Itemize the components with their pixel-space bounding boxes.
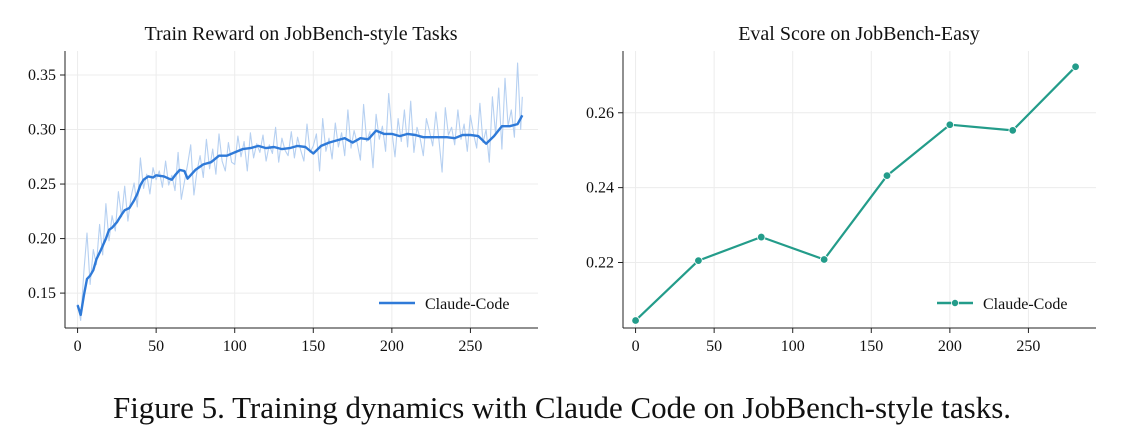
eval-score-series bbox=[631, 62, 1080, 325]
eval-score-point bbox=[631, 316, 640, 325]
train-reward-panel: Train Reward on JobBench-style Tasks 0 50… bbox=[28, 23, 538, 355]
x-tick-label: 100 bbox=[781, 338, 805, 355]
eval-score-point bbox=[1008, 126, 1017, 135]
y-tick-label: 0.24 bbox=[586, 180, 614, 197]
train-reward-legend-label: Claude-Code bbox=[425, 296, 509, 313]
eval-score-point bbox=[882, 171, 892, 180]
x-tick-label: 200 bbox=[380, 338, 404, 355]
train-reward-raw-series bbox=[77, 62, 523, 321]
train-reward-legend: Claude-Code bbox=[379, 296, 509, 313]
eval-score-point bbox=[945, 120, 955, 129]
y-tick-label: 0.20 bbox=[28, 231, 56, 248]
eval-score-axes bbox=[622, 51, 1096, 329]
eval-score-title: Eval Score on JobBench-Easy bbox=[738, 23, 980, 45]
y-tick-label: 0.25 bbox=[28, 176, 56, 193]
x-tick-label: 0 bbox=[632, 338, 640, 355]
train-reward-smoothed-series bbox=[76, 114, 524, 317]
eval-score-point bbox=[694, 256, 703, 265]
eval-score-point bbox=[819, 255, 829, 264]
eval-score-legend-label: Claude-Code bbox=[983, 296, 1067, 313]
eval-score-ticks: 0 50 100 150 200 250 0.22 0.24 0.26 bbox=[586, 105, 1040, 355]
x-tick-label: 100 bbox=[223, 338, 247, 355]
x-tick-label: 50 bbox=[706, 338, 722, 355]
x-tick-label: 200 bbox=[938, 338, 962, 355]
y-tick-label: 0.35 bbox=[28, 67, 56, 84]
x-tick-label: 0 bbox=[74, 338, 82, 355]
train-reward-grid bbox=[65, 51, 538, 328]
x-tick-label: 150 bbox=[301, 338, 325, 355]
y-tick-label: 0.30 bbox=[28, 122, 56, 139]
eval-score-point bbox=[757, 232, 766, 242]
figure-caption: Figure 5. Training dynamics with Claude … bbox=[112, 390, 1012, 425]
train-reward-title: Train Reward on JobBench-style Tasks bbox=[144, 23, 457, 45]
train-reward-axes bbox=[64, 51, 538, 329]
train-reward-ticks: 0 50 100 150 200 250 0.15 0.20 0.25 0.30 0.35 bbox=[28, 67, 482, 355]
eval-score-grid bbox=[623, 51, 1096, 328]
x-tick-label: 250 bbox=[1016, 338, 1040, 355]
eval-score-point bbox=[1071, 62, 1080, 71]
x-tick-label: 150 bbox=[859, 338, 883, 355]
eval-score-panel: Eval Score on JobBench-Easy 0 50 100 150 200… bbox=[586, 23, 1096, 355]
y-tick-label: 0.26 bbox=[586, 105, 614, 122]
y-tick-label: 0.15 bbox=[28, 285, 56, 302]
eval-score-legend-marker bbox=[951, 298, 960, 307]
eval-score-legend: Claude-Code bbox=[937, 296, 1067, 313]
train-reward-smoothed-line bbox=[76, 114, 524, 317]
figure: Train Reward on JobBench-style Tasks 0 50… bbox=[28, 23, 1096, 355]
y-tick-label: 0.22 bbox=[586, 254, 614, 271]
train-reward-raw-line bbox=[77, 62, 523, 321]
x-tick-label: 50 bbox=[148, 338, 164, 355]
x-tick-label: 250 bbox=[458, 338, 482, 355]
eval-score-line bbox=[634, 65, 1077, 322]
